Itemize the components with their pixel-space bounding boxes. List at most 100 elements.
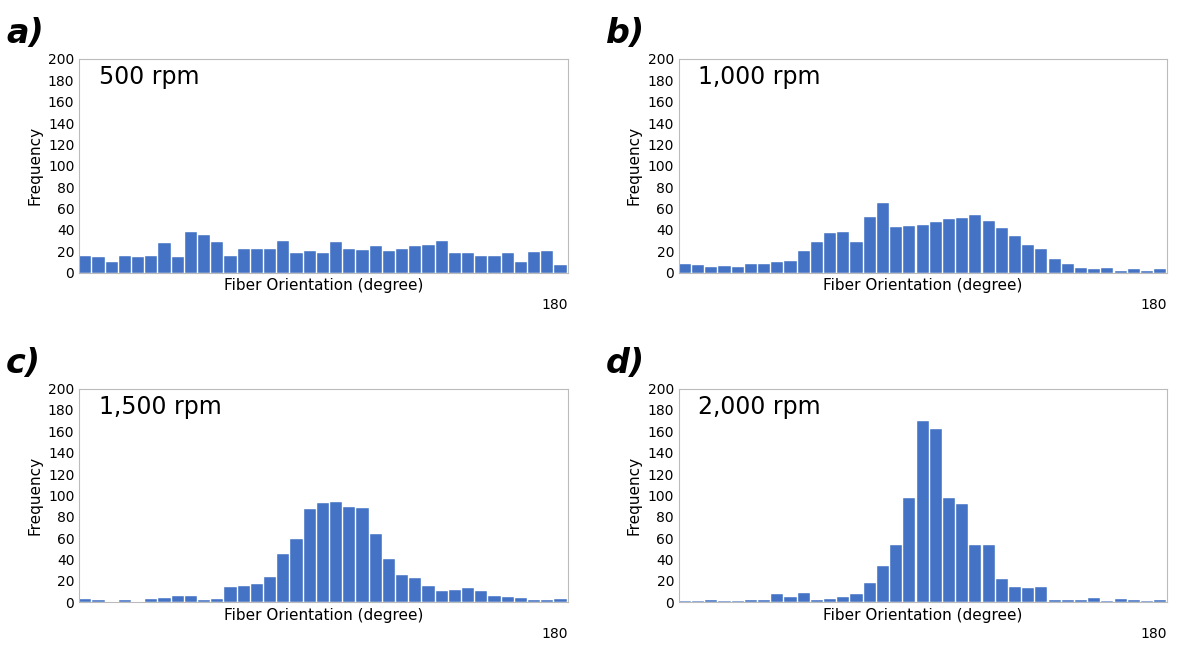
Bar: [423, 586, 435, 602]
Bar: [356, 250, 368, 272]
Bar: [1049, 600, 1061, 602]
Bar: [489, 255, 501, 272]
Text: 180: 180: [1141, 297, 1167, 312]
Bar: [996, 579, 1008, 602]
Bar: [330, 502, 342, 602]
Bar: [1049, 259, 1061, 272]
Bar: [983, 221, 995, 272]
Bar: [903, 226, 915, 272]
Bar: [996, 228, 1008, 272]
Bar: [798, 593, 810, 602]
Bar: [970, 215, 982, 272]
Text: 500 rpm: 500 rpm: [98, 65, 199, 89]
Bar: [771, 594, 784, 602]
Bar: [719, 601, 731, 602]
Bar: [410, 246, 422, 272]
Bar: [118, 255, 131, 272]
Bar: [942, 219, 955, 272]
Bar: [1114, 270, 1127, 272]
Bar: [251, 249, 263, 272]
Bar: [554, 265, 567, 272]
Bar: [929, 429, 941, 602]
Bar: [970, 545, 982, 602]
Bar: [382, 559, 395, 602]
Bar: [92, 600, 104, 602]
Bar: [732, 601, 744, 602]
Bar: [785, 261, 797, 272]
Bar: [706, 600, 718, 602]
Bar: [850, 594, 863, 602]
Bar: [356, 508, 368, 602]
Bar: [1062, 600, 1074, 602]
Bar: [369, 246, 381, 272]
Bar: [877, 203, 889, 272]
Bar: [541, 600, 553, 602]
Bar: [303, 509, 316, 602]
Bar: [1009, 236, 1021, 272]
Bar: [423, 245, 435, 272]
Text: c): c): [6, 347, 41, 380]
Bar: [225, 588, 237, 602]
Bar: [811, 241, 823, 272]
Y-axis label: Frequency: Frequency: [628, 456, 642, 535]
Bar: [1127, 600, 1140, 602]
Bar: [1035, 249, 1048, 272]
Bar: [890, 226, 902, 272]
Bar: [397, 574, 408, 602]
Bar: [133, 257, 144, 272]
Bar: [211, 599, 224, 602]
Bar: [159, 598, 170, 602]
Bar: [79, 255, 91, 272]
Bar: [330, 241, 342, 272]
Bar: [758, 264, 771, 272]
Bar: [1127, 269, 1140, 272]
Bar: [198, 600, 211, 602]
Bar: [1075, 268, 1087, 272]
X-axis label: Fiber Orientation (degree): Fiber Orientation (degree): [224, 278, 423, 293]
Y-axis label: Frequency: Frequency: [27, 126, 43, 205]
Bar: [1035, 588, 1048, 602]
Text: 1,500 rpm: 1,500 rpm: [98, 395, 221, 419]
Bar: [693, 601, 704, 602]
Bar: [877, 566, 889, 602]
Bar: [502, 253, 514, 272]
Bar: [942, 497, 955, 602]
Bar: [850, 241, 863, 272]
Bar: [732, 267, 744, 272]
Bar: [397, 249, 408, 272]
X-axis label: Fiber Orientation (degree): Fiber Orientation (degree): [823, 278, 1023, 293]
Bar: [290, 253, 303, 272]
Bar: [449, 590, 461, 602]
Bar: [277, 241, 289, 272]
Bar: [554, 599, 567, 602]
Text: b): b): [605, 17, 645, 50]
Bar: [785, 597, 797, 602]
Bar: [863, 583, 876, 602]
Bar: [824, 599, 836, 602]
Bar: [771, 262, 784, 272]
Bar: [1141, 270, 1153, 272]
Bar: [811, 600, 823, 602]
Bar: [824, 233, 836, 272]
Bar: [541, 251, 553, 272]
Bar: [890, 545, 902, 602]
Bar: [198, 235, 211, 272]
Bar: [410, 578, 422, 602]
Bar: [528, 600, 540, 602]
Bar: [515, 262, 527, 272]
Bar: [146, 255, 157, 272]
Bar: [1141, 601, 1153, 602]
Bar: [1114, 599, 1127, 602]
Bar: [118, 600, 131, 602]
Bar: [1154, 600, 1166, 602]
Bar: [462, 588, 475, 602]
Bar: [489, 596, 501, 602]
Bar: [837, 597, 849, 602]
Bar: [1022, 588, 1035, 602]
Bar: [475, 591, 488, 602]
Bar: [264, 576, 276, 602]
Bar: [277, 554, 289, 602]
Bar: [436, 241, 448, 272]
Bar: [159, 243, 170, 272]
Text: 180: 180: [541, 627, 567, 642]
